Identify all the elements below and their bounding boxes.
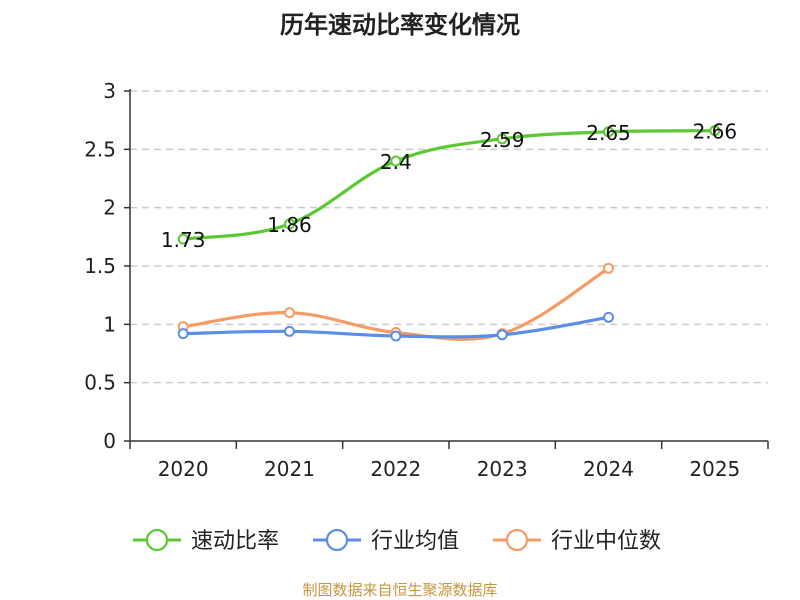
legend-marker <box>325 528 349 552</box>
data-point <box>496 329 508 341</box>
data-labels: 1.73 1.86 2.4 2.59 2.65 2.66 <box>161 120 737 253</box>
y-tick-label: 0.5 <box>84 371 116 395</box>
data-point <box>709 125 721 137</box>
chart-title: 历年速动比率变化情况 <box>280 11 520 39</box>
legend-item-1: 行业均值 <box>313 528 459 554</box>
data-point <box>284 325 295 337</box>
data-point <box>390 330 402 342</box>
data-label: 2.65 <box>586 121 631 145</box>
y-tick-label: 2.5 <box>84 137 116 161</box>
data-point <box>177 328 189 340</box>
data-label: 1.73 <box>161 228 206 252</box>
data-label: 2.66 <box>693 120 738 144</box>
series-layer <box>177 125 721 342</box>
y-tick-label: 2 <box>103 196 116 220</box>
x-tick-label: 2025 <box>689 457 740 481</box>
grid <box>130 90 768 384</box>
y-tick-label: 1.5 <box>84 254 116 278</box>
data-point <box>177 233 189 245</box>
data-point <box>603 262 614 274</box>
y-tick-label: 0 <box>103 429 116 453</box>
series-line <box>181 129 717 241</box>
data-point <box>496 133 508 145</box>
data-point <box>603 126 614 138</box>
legend-label: 行业中位数 <box>551 529 661 554</box>
series-0 <box>177 125 721 245</box>
x-tick-label: 2024 <box>583 457 634 481</box>
legend-marker <box>505 528 529 552</box>
data-point <box>284 218 295 230</box>
data-label: 2.4 <box>380 150 412 174</box>
data-point <box>390 155 402 167</box>
legend-item-0: 速动比率 <box>133 528 279 554</box>
y-tick-label: 1 <box>103 312 116 336</box>
x-tick-label: 2023 <box>477 457 528 481</box>
x-tick-label: 2021 <box>264 457 315 481</box>
legend: 速动比率 行业均值 行业中位数 <box>133 528 661 554</box>
series-1 <box>177 311 614 342</box>
data-point <box>284 307 295 319</box>
legend-label: 速动比率 <box>191 529 279 554</box>
legend-marker <box>145 528 169 552</box>
x-tick-label: 2020 <box>158 457 209 481</box>
y-tick-label: 3 <box>103 79 116 103</box>
legend-item-2: 行业中位数 <box>493 528 661 554</box>
source-note: 制图数据来自恒生聚源数据库 <box>302 581 497 599</box>
axes: 0 0.5 1 1.5 2 2.5 3 2020 2021 2022 2023 2024 2025 <box>84 79 769 481</box>
x-tick-label: 2022 <box>370 457 421 481</box>
data-point <box>603 311 614 323</box>
data-label: 1.86 <box>267 213 312 237</box>
legend-label: 行业均值 <box>371 529 459 554</box>
data-label: 2.59 <box>480 128 525 152</box>
